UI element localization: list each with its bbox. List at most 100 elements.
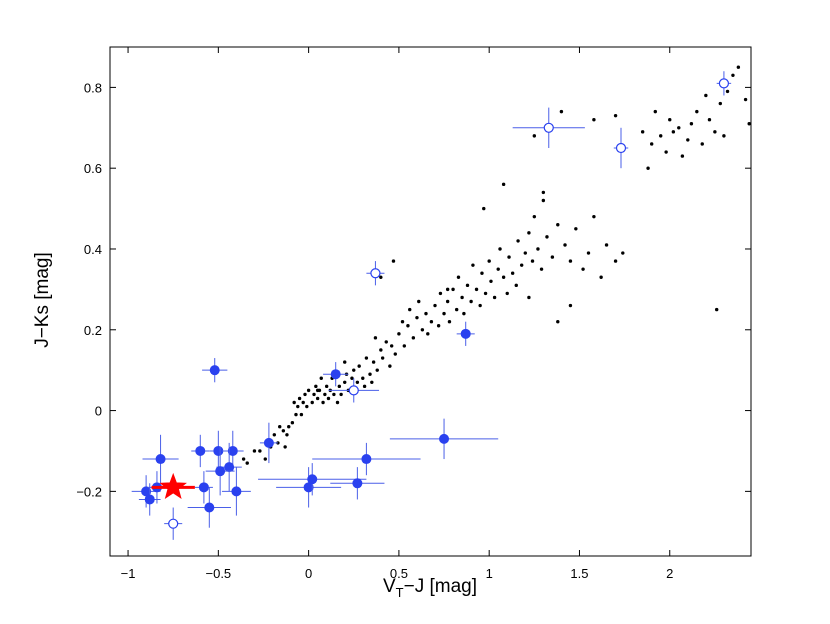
background-star-dot <box>306 388 311 393</box>
background-star-dot <box>523 251 527 255</box>
background-star-dot <box>389 344 394 348</box>
background-star-dot <box>465 283 470 288</box>
background-star-dot <box>364 356 369 360</box>
background-star-dot <box>704 93 708 98</box>
open-marker <box>615 142 627 154</box>
filled-data-point <box>187 487 231 528</box>
background-star-dot <box>315 396 320 401</box>
background-star-dot <box>337 384 342 389</box>
background-star-dot <box>303 392 307 397</box>
filled-marker <box>224 462 235 473</box>
background-star-dot <box>290 420 295 425</box>
background-star-dot <box>456 275 461 279</box>
background-star-dot <box>695 109 699 114</box>
background-star-dot <box>539 267 544 271</box>
y-tick-label: 0.6 <box>84 161 102 176</box>
background-star-dot <box>516 239 520 243</box>
background-star-dot <box>492 295 497 300</box>
background-star-dot <box>294 412 298 417</box>
background-star-dot <box>482 206 486 211</box>
background-star-dot <box>292 400 296 405</box>
background-star-dot <box>296 404 300 409</box>
background-star-dot <box>400 319 405 324</box>
background-star-dot <box>501 182 506 187</box>
background-star-dot <box>649 142 654 146</box>
background-star-dot <box>713 130 717 134</box>
filled-data-point <box>389 418 499 460</box>
background-star-dot <box>429 319 434 324</box>
background-star-dot <box>281 429 286 433</box>
background-star-dot <box>659 134 663 138</box>
background-star-dot <box>722 134 726 138</box>
background-star-dot <box>408 307 412 312</box>
background-star-dot <box>245 461 249 465</box>
background-star-dot <box>343 380 347 384</box>
y-tick-label: 0.8 <box>84 80 102 95</box>
background-star-dot <box>350 376 354 380</box>
open-data-point <box>613 127 629 169</box>
background-star-dot <box>343 360 347 364</box>
background-star-dot <box>321 400 325 405</box>
filled-marker <box>204 502 215 513</box>
background-star-dot <box>297 396 302 401</box>
background-star-dot <box>487 259 491 263</box>
background-star-dot <box>530 259 535 263</box>
x-tick-label: 0 <box>305 566 312 581</box>
background-star-dot <box>397 332 401 336</box>
background-star-dot <box>415 315 419 320</box>
filled-marker <box>439 433 450 444</box>
background-star-dot <box>668 118 672 122</box>
background-star-dot <box>426 332 430 336</box>
background-star-dot <box>707 118 712 122</box>
y-tick-label: 0 <box>95 404 102 419</box>
background-star-dot <box>454 307 459 312</box>
background-star-dot <box>417 299 421 304</box>
open-marker <box>370 268 381 279</box>
filled-data-point <box>259 422 278 464</box>
background-star-dot <box>541 190 546 195</box>
background-star-dot <box>332 392 336 397</box>
background-star-dot <box>653 109 658 114</box>
open-data-point <box>512 107 585 148</box>
filled-marker <box>460 328 471 339</box>
background-star-dot <box>621 251 625 255</box>
background-star-dot <box>384 340 388 344</box>
background-star-dot <box>498 247 502 251</box>
background-star-dot <box>312 392 316 397</box>
open-marker <box>348 385 359 396</box>
background-star-dot <box>613 259 618 263</box>
background-star-dot <box>640 130 645 134</box>
background-star-dot <box>480 271 484 275</box>
filled-data-point <box>209 430 228 472</box>
background-star-dot <box>335 400 340 405</box>
background-star-dot <box>507 255 511 259</box>
background-star-dot <box>301 400 305 405</box>
axis-ticks: −1 −0.5 0 0.5 1 1.5 2 −0.2 0 0.2 0.4 0.6 0.8 <box>76 47 751 581</box>
filled-marker <box>330 369 341 380</box>
background-star-dot <box>380 356 385 360</box>
background-star-dot <box>604 243 609 247</box>
open-marker <box>543 122 554 133</box>
background-star-dot <box>420 328 425 332</box>
background-star-dot <box>352 368 356 372</box>
background-star-dot <box>613 113 618 118</box>
filled-marker <box>307 474 318 485</box>
filled-data-point <box>205 446 235 496</box>
background-star-dot <box>532 134 537 138</box>
background-star-dot <box>411 336 416 340</box>
x-tick-label: −1 <box>121 566 136 581</box>
background-star-dot <box>599 275 603 279</box>
filled-marker <box>227 445 238 456</box>
background-star-dot <box>402 344 407 348</box>
background-star-dot <box>460 295 464 300</box>
background-star-dot <box>315 388 320 393</box>
x-tick-label: 0.5 <box>390 566 408 581</box>
x-axis-title: VT−J [mag] <box>383 576 477 600</box>
open-data-point <box>164 507 183 540</box>
background-star-dot <box>362 384 367 389</box>
background-star-dot <box>379 348 383 352</box>
background-star-dot <box>393 352 397 356</box>
filled-data-point <box>221 467 251 516</box>
filled-marker <box>352 478 363 489</box>
